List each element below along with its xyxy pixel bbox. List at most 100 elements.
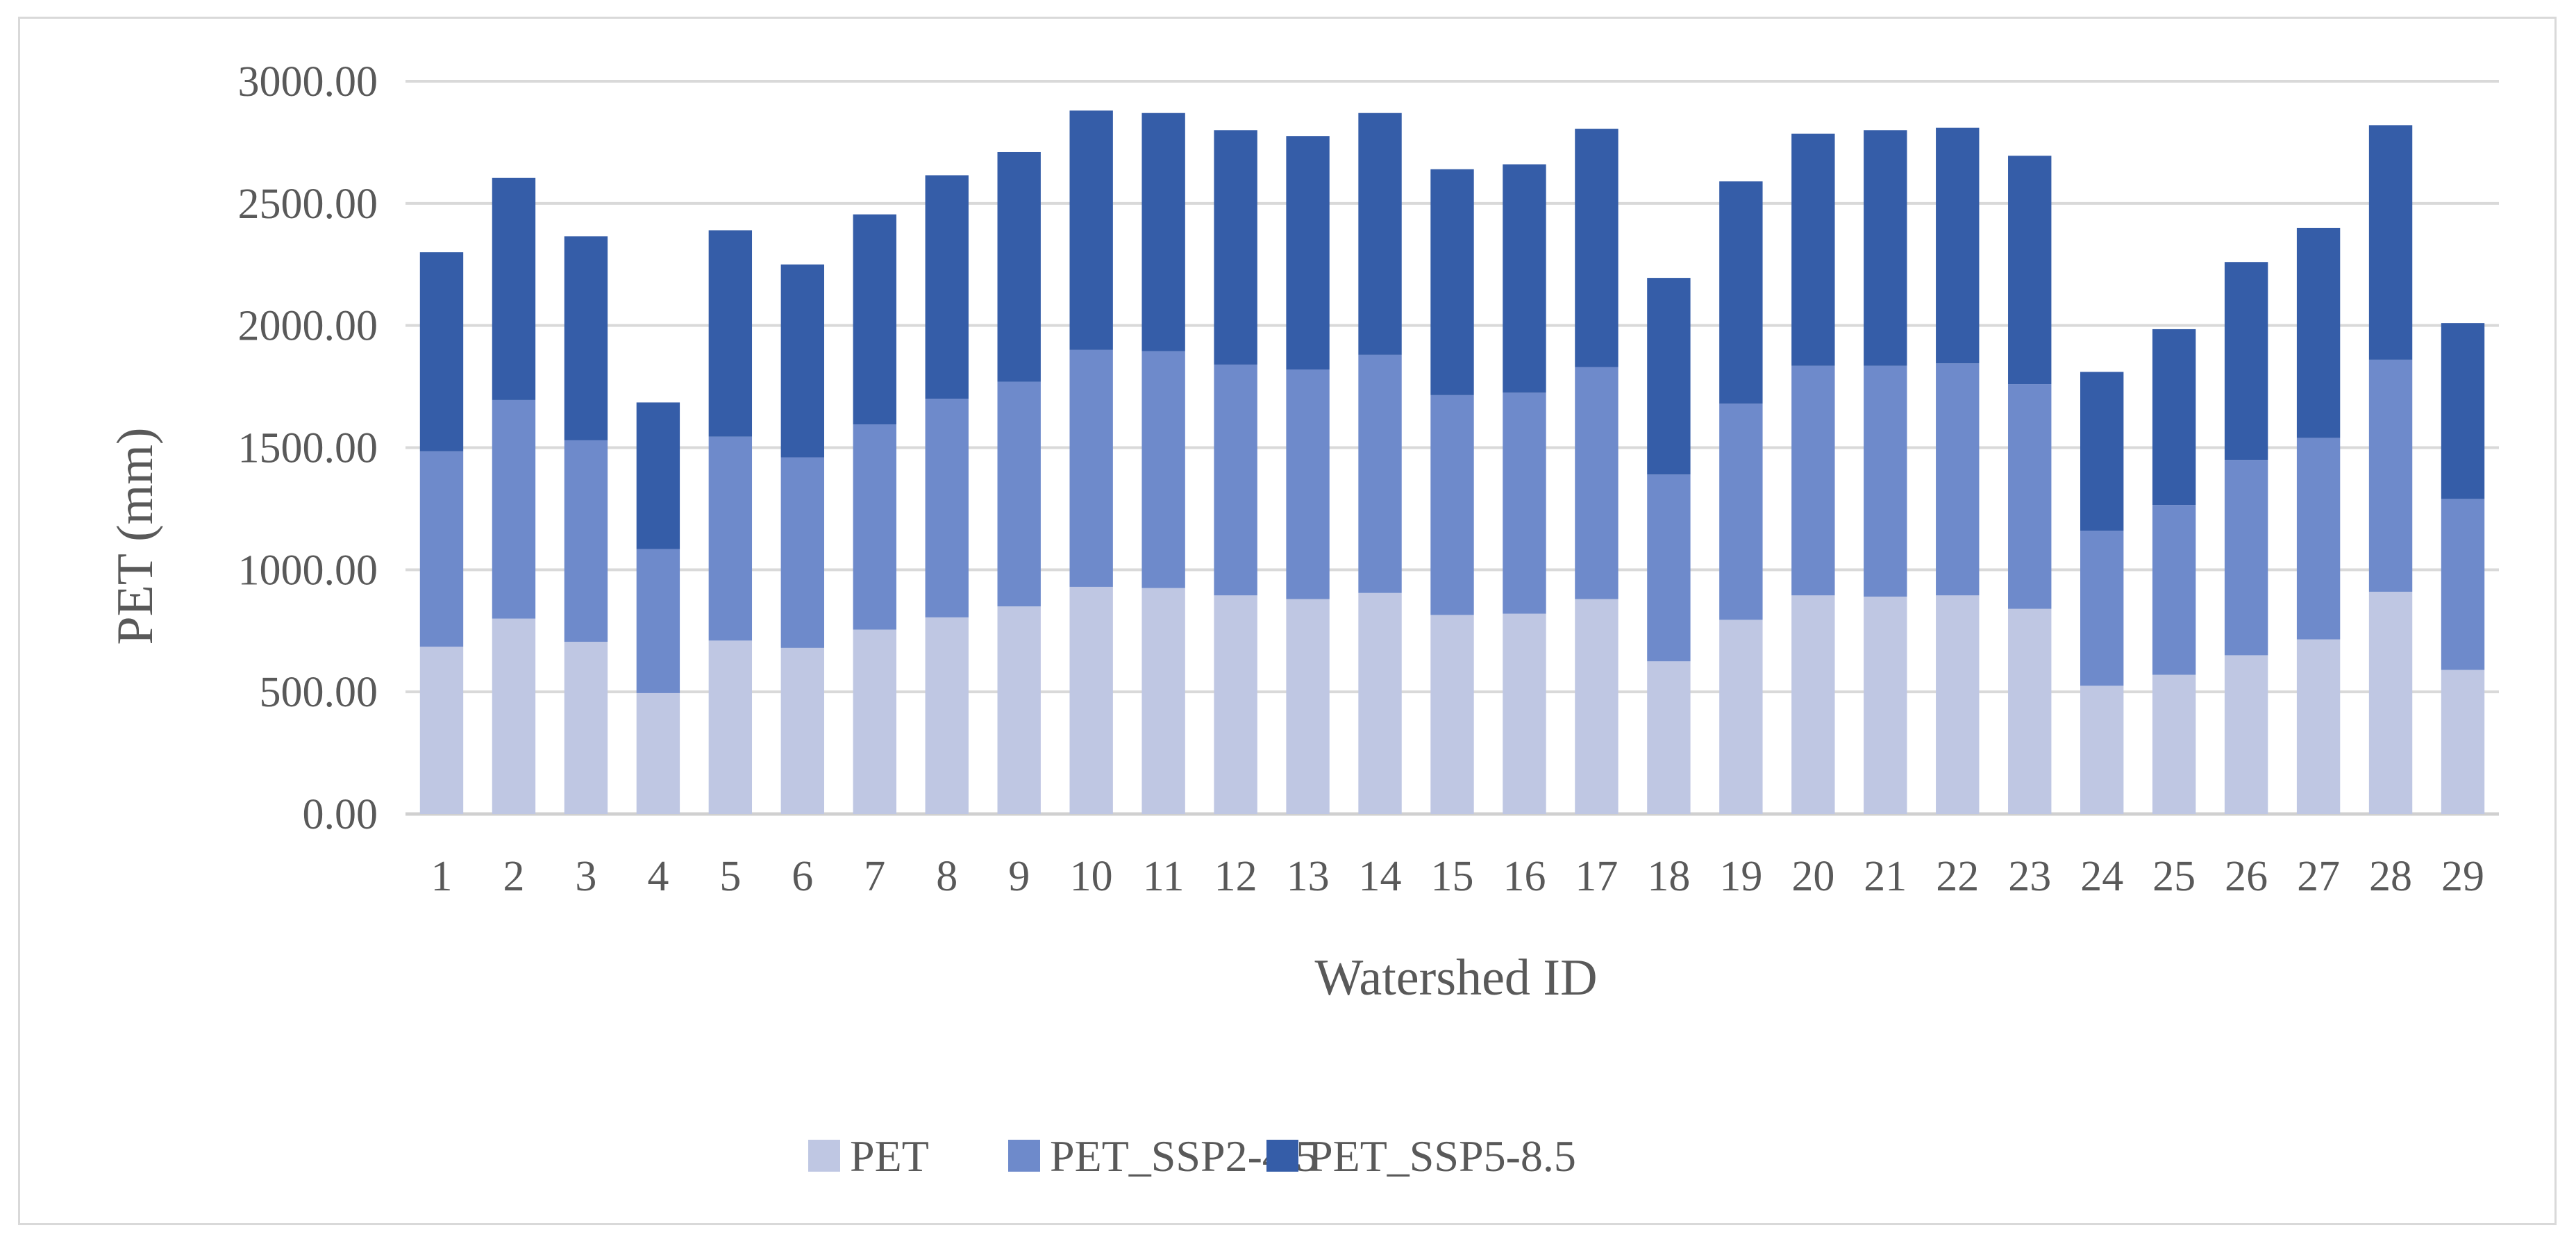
bar-segment-pet [1503, 613, 1546, 814]
legend-swatch [808, 1140, 840, 1172]
bar-segment-pet-ssp2-4-5 [1936, 363, 1980, 596]
bar-segment-pet [1936, 595, 1980, 814]
bar-segment-pet [2224, 655, 2268, 814]
y-tick-labels: 0.00 500.00 1000.00 1500.00 2000.00 2500.00 30… [238, 58, 378, 838]
x-tick-label: 18 [1647, 853, 1690, 900]
bar-segment-pet [2008, 608, 2052, 814]
bar-segment-pet-ssp2-4-5 [1430, 394, 1474, 615]
legend-swatch [1008, 1140, 1040, 1172]
x-tick-label: 2 [503, 853, 524, 900]
y-tick-label: 2000.00 [238, 303, 378, 350]
y-tick-label: 1500.00 [238, 425, 378, 472]
bar-segment-pet [564, 642, 608, 814]
bar-segment-pet-ssp2-4-5 [1069, 349, 1113, 587]
legend-label: PET [850, 1131, 929, 1181]
bar-segment-pet-ssp5-8-5 [1430, 169, 1474, 395]
bar-segment-pet-ssp5-8-5 [2441, 323, 2485, 499]
y-tick-label: 500.00 [260, 669, 378, 716]
bar-segment-pet-ssp2-4-5 [492, 399, 536, 619]
y-tick-label: 1000.00 [238, 547, 378, 594]
x-tick-label: 25 [2152, 853, 2196, 900]
bar-segment-pet-ssp2-4-5 [1503, 392, 1546, 614]
y-axis-title: PET (mm) [107, 427, 164, 645]
bar-segment-pet-ssp2-4-5 [1575, 367, 1619, 599]
bar-segment-pet-ssp5-8-5 [636, 402, 680, 549]
x-tick-label: 29 [2441, 853, 2484, 900]
x-tick-label: 22 [1936, 853, 1979, 900]
x-tick-label: 5 [719, 853, 741, 900]
bar-segment-pet [1141, 588, 1185, 814]
x-tick-label: 20 [1791, 853, 1834, 900]
x-tick-label: 13 [1287, 853, 1330, 900]
x-tick-label: 9 [1008, 853, 1030, 900]
bar-segment-pet-ssp5-8-5 [1575, 128, 1619, 367]
x-tick-label: 26 [2225, 853, 2268, 900]
bar-segment-pet-ssp2-4-5 [636, 549, 680, 693]
bar-segment-pet [853, 629, 896, 814]
bar-segment-pet-ssp5-8-5 [1791, 133, 1835, 366]
x-tick-label: 15 [1431, 853, 1474, 900]
y-tick-label: 2500.00 [238, 181, 378, 228]
bar-segment-pet-ssp5-8-5 [1358, 113, 1402, 355]
chart-area: 0.00 500.00 1000.00 1500.00 2000.00 2500.00 30… [18, 17, 2557, 1225]
bar-segment-pet [492, 618, 536, 814]
bar-segment-pet-ssp2-4-5 [564, 440, 608, 642]
stacked-bar-chart: 0.00 500.00 1000.00 1500.00 2000.00 2500.00 30… [107, 58, 2499, 1181]
bar-segment-pet-ssp2-4-5 [1358, 354, 1402, 593]
x-tick-label: 16 [1503, 853, 1546, 900]
bar-segment-pet-ssp2-4-5 [2152, 505, 2196, 675]
x-tick-label: 24 [2080, 853, 2123, 900]
bar-segment-pet-ssp5-8-5 [1069, 110, 1113, 350]
bar-segment-pet-ssp2-4-5 [1791, 365, 1835, 596]
bar-segment-pet-ssp2-4-5 [925, 399, 969, 617]
bar-segment-pet-ssp2-4-5 [2224, 460, 2268, 656]
bar-segment-pet [419, 647, 464, 814]
x-tick-label: 8 [936, 853, 957, 900]
bar-segment-pet-ssp5-8-5 [1719, 181, 1763, 404]
x-tick-label: 21 [1864, 853, 1907, 900]
bar-segment-pet-ssp2-4-5 [1647, 474, 1691, 662]
bar-segment-pet [708, 640, 753, 814]
bar-segment-pet [1791, 595, 1835, 814]
bar-segment-pet [1286, 599, 1330, 814]
bar-segment-pet-ssp2-4-5 [853, 424, 896, 630]
bar-segment-pet-ssp5-8-5 [1141, 113, 1185, 351]
bar-segment-pet-ssp5-8-5 [419, 252, 464, 451]
bar-segment-pet-ssp2-4-5 [2008, 384, 2052, 609]
bar-segment-pet-ssp5-8-5 [780, 264, 824, 458]
bar-segment-pet-ssp2-4-5 [2441, 499, 2485, 670]
bar-segment-pet-ssp2-4-5 [780, 457, 824, 648]
bar-segment-pet-ssp5-8-5 [2008, 156, 2052, 385]
bar-segment-pet [1864, 597, 1907, 814]
bar-segment-pet [997, 606, 1041, 814]
x-tick-label: 3 [575, 853, 596, 900]
bar-segment-pet-ssp5-8-5 [2296, 228, 2341, 438]
bar-segment-pet-ssp5-8-5 [1936, 127, 1980, 364]
bar-segment-pet [2296, 639, 2341, 814]
x-tick-label: 17 [1575, 853, 1618, 900]
bar-segment-pet-ssp5-8-5 [1286, 136, 1330, 369]
legend-label: PET_SSP5-8.5 [1308, 1131, 1576, 1181]
y-tick-label: 0.00 [303, 791, 378, 838]
bar-segment-pet [1069, 586, 1113, 814]
bar-segment-pet [636, 692, 680, 814]
x-tick-label: 27 [2297, 853, 2340, 900]
x-tick-label: 4 [647, 853, 669, 900]
bar-segment-pet-ssp5-8-5 [2080, 372, 2124, 531]
bar-segment-pet-ssp5-8-5 [2152, 329, 2196, 506]
bar-segment-pet [1647, 661, 1691, 814]
bar-segment-pet-ssp2-4-5 [1286, 369, 1330, 599]
bar-segment-pet-ssp5-8-5 [2368, 125, 2413, 360]
bar-segment-pet [1719, 620, 1763, 814]
bar-segment-pet [1358, 592, 1402, 814]
bar-segment-pet [925, 617, 969, 814]
bar-segment-pet-ssp2-4-5 [2080, 531, 2124, 686]
bar-segment-pet-ssp5-8-5 [1864, 130, 1907, 366]
x-tick-label: 12 [1214, 853, 1257, 900]
x-tick-labels: 1 2 3 4 5 6 7 8 9 10 11 12 13 14 15 16 17 18 19 20 21 22 23 24 2… [430, 853, 2484, 900]
x-axis-title: Watershed ID [1314, 949, 1597, 1006]
bar-segment-pet [2080, 686, 2124, 814]
x-tick-label: 19 [1719, 853, 1762, 900]
bar-segment-pet-ssp5-8-5 [925, 175, 969, 399]
legend-swatch [1266, 1140, 1298, 1172]
